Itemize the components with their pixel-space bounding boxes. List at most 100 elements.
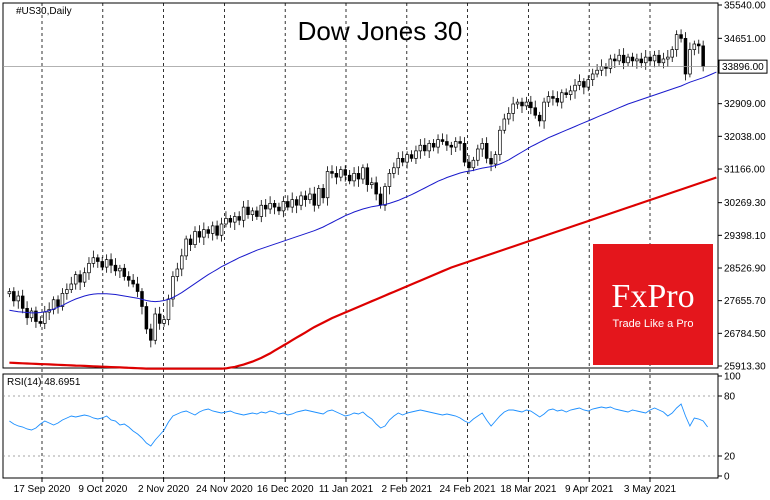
- candle: [78, 274, 82, 283]
- candle: [135, 283, 140, 292]
- x-tick-label: 18 Mar 2021: [500, 484, 557, 495]
- y-tick-label: 29398.10: [724, 231, 766, 242]
- candle: [60, 293, 65, 307]
- candle: [330, 171, 334, 174]
- candle: [586, 79, 591, 88]
- candle: [122, 267, 127, 277]
- candle: [250, 210, 255, 215]
- candle: [215, 225, 219, 236]
- x-tick-label: 11 Jan 2021: [319, 484, 374, 495]
- x-tick-label: 9 Oct 2020: [78, 484, 127, 495]
- candle: [630, 56, 635, 62]
- candle: [582, 81, 586, 88]
- x-tick-label: 24 Nov 2020: [196, 484, 253, 495]
- candle: [449, 144, 454, 148]
- candle: [648, 56, 652, 62]
- rsi-y-tick-label: 0: [724, 472, 730, 483]
- candle: [617, 54, 621, 62]
- y-tick-label: 26784.50: [724, 329, 766, 340]
- candle: [361, 167, 365, 180]
- candle: [621, 54, 626, 64]
- y-axis-rsi: 100 80 20 0: [718, 372, 741, 483]
- rsi-y-tick-label: 80: [724, 392, 736, 403]
- y-tick-label: 25913.30: [724, 362, 766, 373]
- candle: [533, 107, 537, 116]
- candle: [219, 223, 224, 236]
- candle: [202, 229, 206, 238]
- y-tick-label: 34651.00: [724, 34, 766, 45]
- candle: [599, 66, 604, 71]
- candle: [87, 263, 91, 274]
- candle: [149, 328, 153, 341]
- candle: [166, 298, 171, 320]
- current-price-badge: [718, 59, 768, 74]
- candle: [113, 264, 118, 272]
- candle: [506, 113, 511, 120]
- candle: [277, 206, 281, 212]
- candle: [378, 193, 383, 206]
- candle: [657, 54, 661, 64]
- candle: [82, 272, 87, 283]
- candle: [352, 173, 356, 182]
- candle: [692, 43, 697, 50]
- y-axis-main: 35540.00 34651.00 33896.00 32909.00 32038.00…: [718, 1, 766, 373]
- candle: [568, 90, 573, 95]
- candle: [374, 182, 378, 195]
- candle: [688, 49, 692, 75]
- candle: [502, 118, 507, 131]
- candle: [91, 257, 96, 264]
- candle: [551, 96, 555, 99]
- candle: [162, 319, 166, 324]
- candle: [409, 154, 414, 159]
- candle: [16, 295, 21, 302]
- y-tick-label: 35540.00: [724, 1, 766, 12]
- candle: [206, 229, 211, 234]
- candle: [259, 204, 264, 217]
- candle: [480, 143, 484, 150]
- candle: [339, 169, 343, 178]
- candle: [290, 199, 294, 208]
- candle: [343, 169, 347, 176]
- candle: [387, 173, 392, 187]
- candle: [73, 274, 78, 285]
- candle: [197, 231, 202, 238]
- candle: [56, 299, 60, 307]
- candle: [643, 56, 648, 64]
- candle: [294, 199, 299, 206]
- candle: [467, 161, 471, 169]
- candle: [312, 193, 317, 206]
- candle: [184, 238, 188, 257]
- ma-slow-line: [9, 176, 717, 370]
- candle: [476, 148, 480, 161]
- candle: [308, 193, 312, 200]
- x-tick-label: 2 Feb 2021: [381, 484, 432, 495]
- candle: [100, 261, 104, 268]
- candle: [396, 158, 401, 169]
- candle: [188, 238, 193, 245]
- candle: [440, 139, 445, 142]
- candle: [321, 188, 325, 199]
- candle: [334, 173, 339, 178]
- ma-fast-line: [9, 71, 717, 314]
- logo-brand: FxPro: [611, 278, 695, 315]
- candle: [104, 259, 109, 268]
- candle: [38, 321, 43, 324]
- candle: [51, 299, 56, 310]
- candle: [224, 218, 228, 225]
- candle: [246, 206, 250, 215]
- candle: [20, 295, 25, 309]
- rsi-levels: [3, 395, 718, 457]
- x-tick-label: 17 Sep 2020: [14, 484, 71, 495]
- y-tick-label: 32038.00: [724, 132, 766, 143]
- candle: [126, 276, 131, 281]
- candle: [144, 306, 149, 330]
- candle: [683, 38, 688, 75]
- candle: [370, 182, 374, 185]
- candle: [489, 158, 493, 165]
- candle: [255, 210, 259, 217]
- candle: [34, 310, 38, 322]
- candle: [228, 218, 233, 223]
- candle: [696, 43, 701, 47]
- fxpro-logo: FxPro Trade Like a Pro: [593, 244, 713, 365]
- candle: [524, 101, 529, 107]
